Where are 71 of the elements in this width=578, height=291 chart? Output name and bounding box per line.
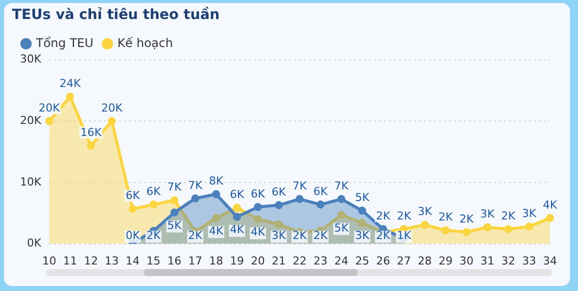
data-label: 3K (355, 229, 370, 242)
data-label: 5K (334, 221, 350, 234)
chart-title: TEUs và chỉ tiêu theo tuần (12, 6, 220, 24)
x-tick-label: 15 (146, 254, 161, 268)
x-tick-label: 27 (396, 254, 411, 268)
data-label: 6K (126, 189, 141, 202)
x-tick-label: 16 (167, 254, 182, 268)
x-tick-label: 31 (480, 254, 494, 268)
data-label: 2K (188, 229, 204, 242)
legend-label: Tổng TEU (35, 36, 94, 50)
data-label: 6K (146, 184, 162, 198)
x-tick-label: 11 (63, 254, 78, 268)
x-tick-label: 21 (272, 254, 286, 268)
data-label: 3K (480, 208, 496, 221)
data-label: 6K (250, 187, 266, 200)
x-tick-label: 17 (188, 254, 202, 268)
data-label: 7K (334, 179, 350, 192)
data-label: 24K (59, 76, 82, 90)
data-label: 6K (272, 186, 287, 199)
data-label: 4K (250, 226, 266, 239)
x-tick-label: 18 (209, 254, 224, 268)
data-label: 6K (230, 188, 245, 201)
x-tick-label: 25 (355, 254, 370, 268)
data-label: 5K (167, 218, 182, 232)
x-tick-label: 24 (334, 254, 348, 268)
x-tick-label: 12 (84, 254, 98, 268)
data-label: 2K (146, 229, 162, 242)
x-tick-label: 33 (522, 254, 536, 268)
y-tick-label: 30K (20, 52, 42, 66)
data-label: 7K (292, 179, 308, 192)
data-label: 4K (209, 224, 224, 238)
data-label: 2K (438, 210, 454, 224)
y-tick-label: 20K (20, 114, 42, 127)
x-tick-label: 14 (126, 254, 140, 268)
data-label: 2K (313, 229, 328, 242)
data-label: 16K (80, 126, 102, 140)
x-tick-label: 10 (42, 254, 56, 268)
x-tick-label: 13 (104, 254, 119, 268)
data-label: 7K (167, 180, 182, 194)
data-label: 1K (396, 229, 412, 242)
data-label: 2K (292, 229, 308, 242)
data-label: 20K (38, 101, 61, 114)
data-label: 3K (522, 206, 538, 220)
data-label: 2K (396, 209, 412, 222)
data-label: 2K (376, 209, 391, 222)
data-label: 7K (188, 178, 204, 192)
data-label: 2K (376, 229, 391, 242)
data-label: 4K (230, 223, 245, 236)
x-tick-label: 30 (460, 254, 474, 268)
data-label: 4K (542, 198, 558, 212)
x-tick-label: 32 (501, 254, 516, 268)
x-tick-label: 22 (292, 254, 307, 268)
x-tick-label: 19 (230, 254, 244, 268)
data-label: 8K (209, 174, 224, 188)
data-label: 20K (101, 101, 124, 114)
x-tick-label: 26 (376, 254, 390, 268)
data-label: 2K (459, 212, 474, 226)
y-tick-label: 10K (20, 175, 42, 188)
x-tick-label: 29 (438, 254, 453, 268)
x-tick-label: 34 (543, 254, 557, 268)
x-tick-label: 20 (250, 254, 265, 268)
y-tick-label: 0K (26, 236, 42, 250)
x-tick-label: 28 (418, 254, 432, 268)
data-label: 3K (272, 229, 287, 242)
data-label: 3K (418, 205, 433, 218)
x-tick-label: 23 (313, 254, 328, 268)
data-label: 0K (126, 229, 141, 242)
data-label: 6K (313, 184, 328, 198)
data-label: 2K (501, 209, 516, 222)
data-label: 5K (355, 191, 370, 204)
legend-label: Kế hoạch (117, 36, 173, 50)
